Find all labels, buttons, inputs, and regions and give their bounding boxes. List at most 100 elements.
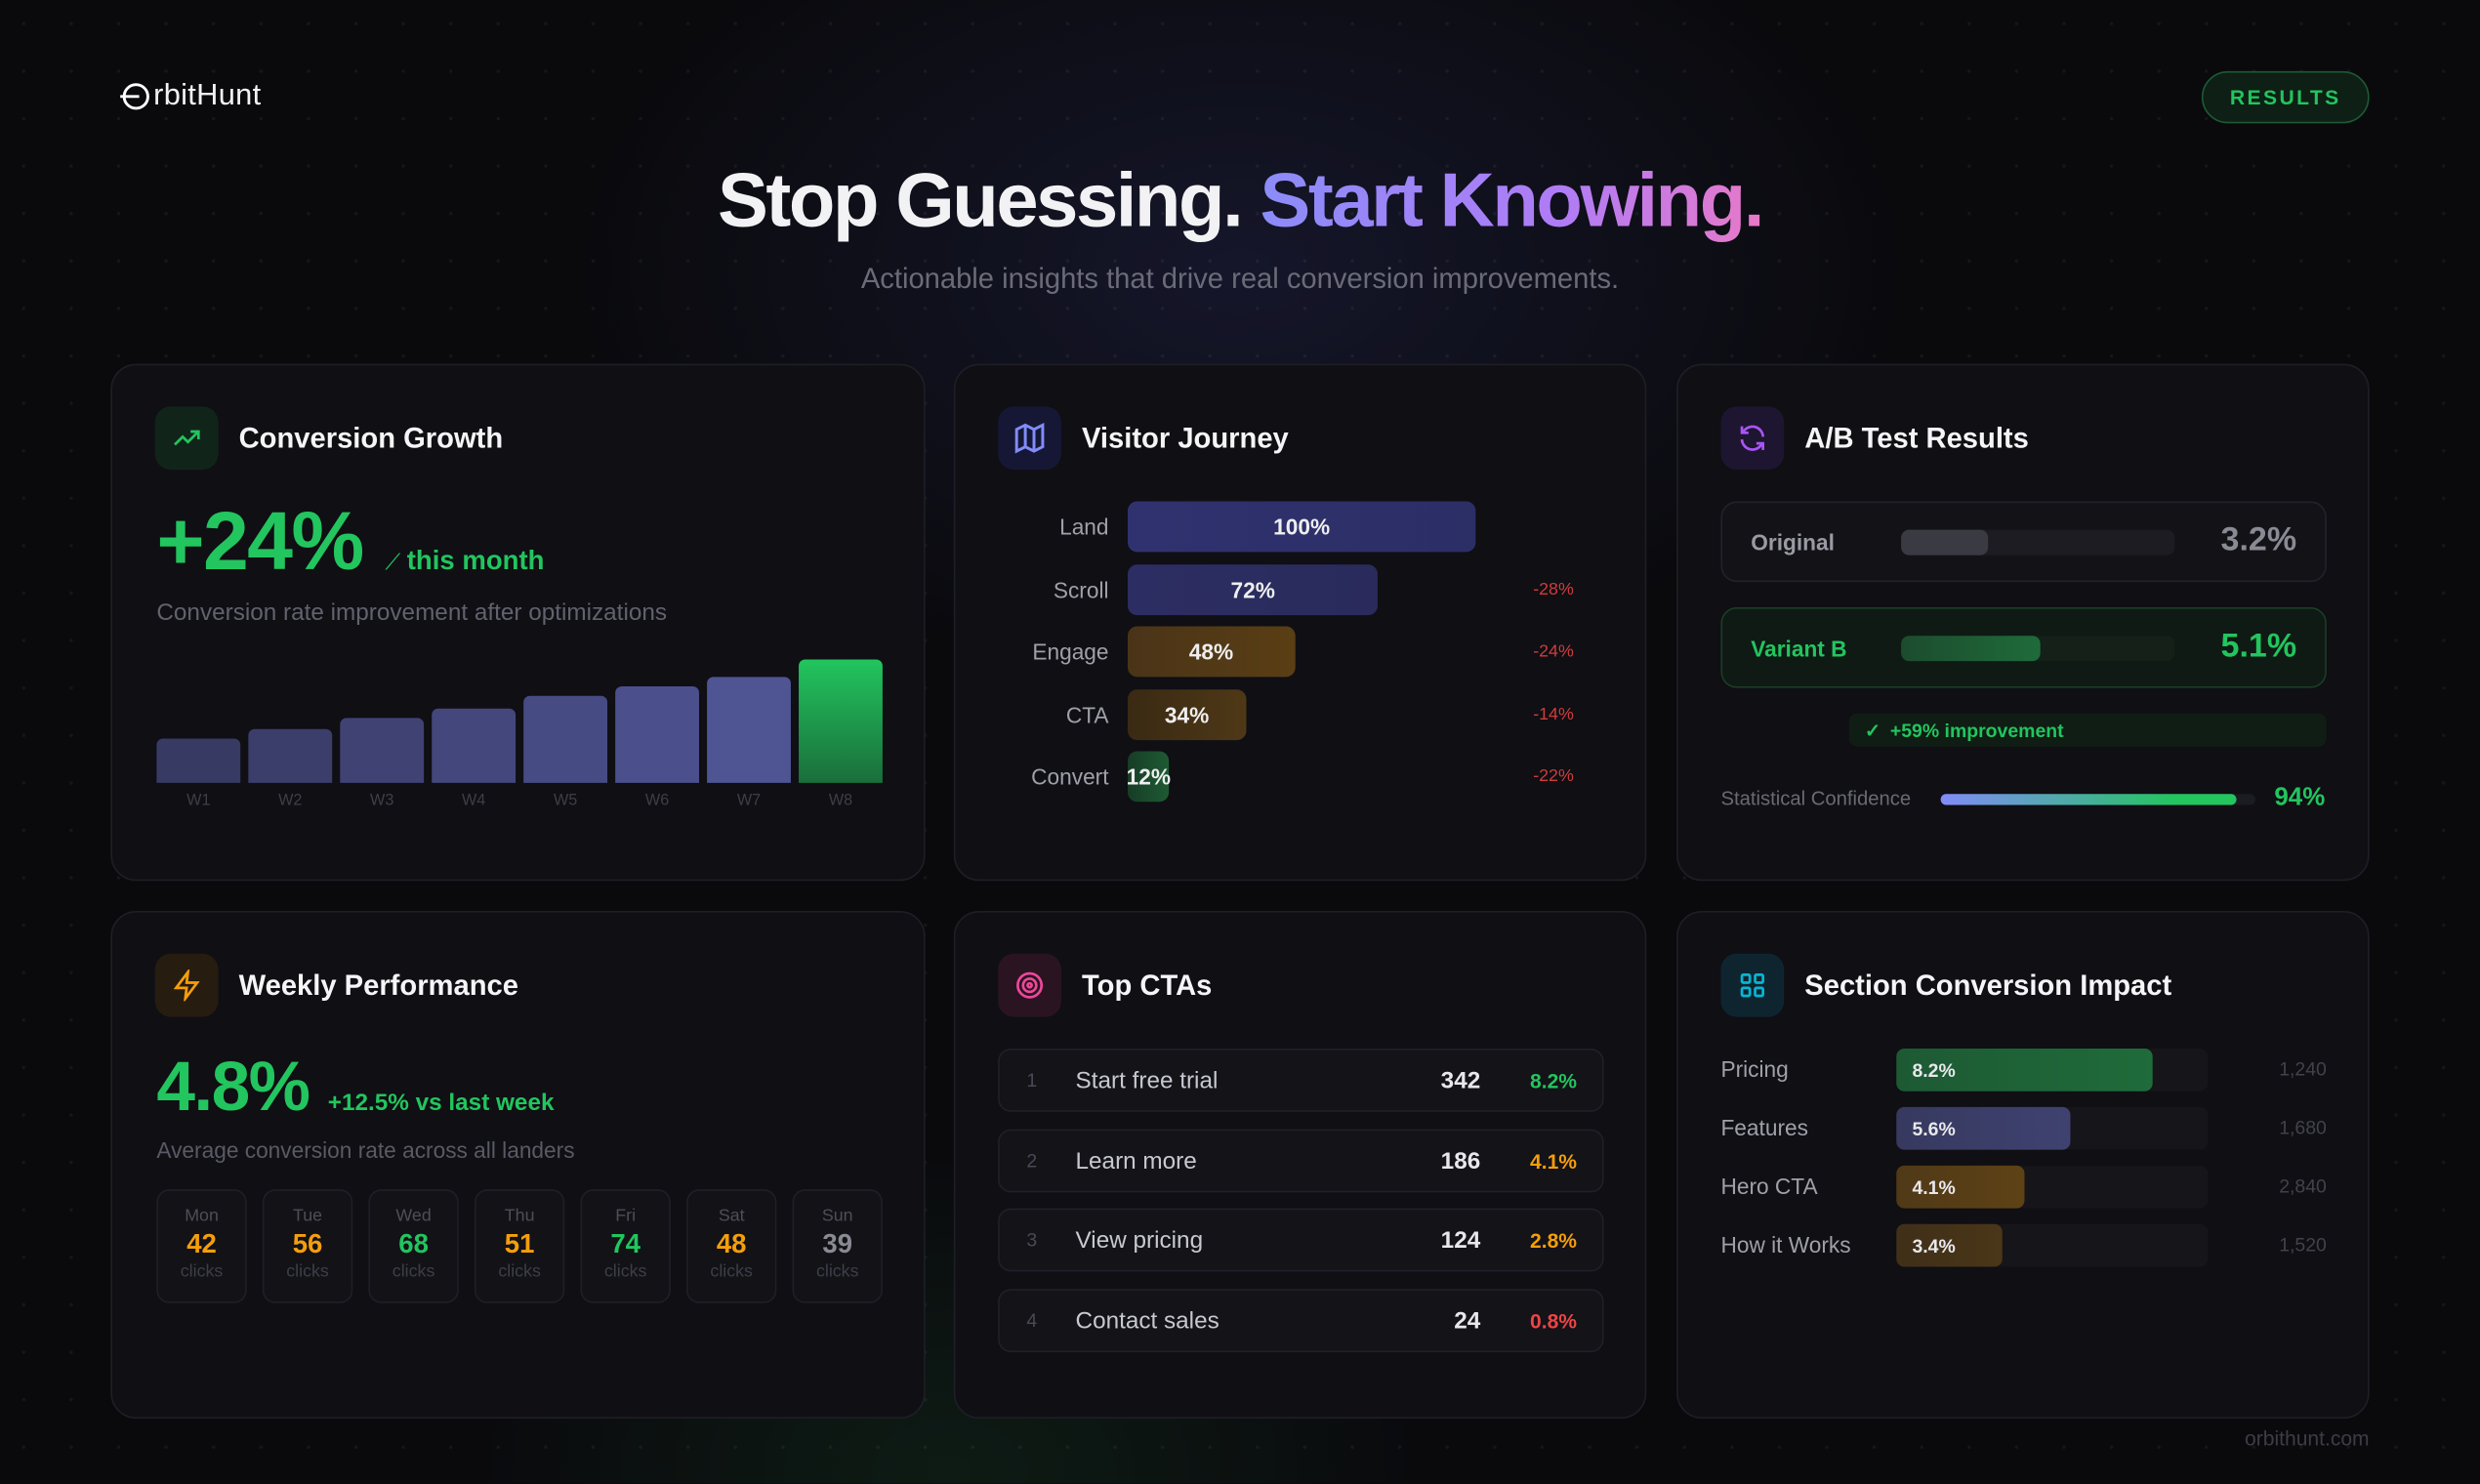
title-part-b: Start Knowing.	[1260, 159, 1764, 244]
section-bar-fill: 5.6%	[1896, 1106, 2071, 1150]
step-bar: 34%	[1127, 688, 1247, 740]
day-unit: clicks	[286, 1261, 329, 1282]
step-bar: 12%	[1126, 751, 1172, 803]
step-value: 48%	[1188, 639, 1234, 665]
bar-W2	[248, 728, 333, 783]
day-sat: Sat 48 clicks	[686, 1189, 777, 1303]
cta-rank: 1	[1026, 1069, 1038, 1092]
day-label: Fri	[615, 1206, 637, 1226]
card-title: Conversion Growth	[238, 421, 504, 454]
original-value: 3.2%	[2220, 521, 2297, 558]
day-label: Sat	[718, 1206, 745, 1226]
cta-row[interactable]: 3 View pricing 124 2.8%	[998, 1209, 1604, 1273]
conversion-growth-card: Conversion Growth +24% ⟋ this month Conv…	[110, 363, 926, 882]
cta-rate: 2.8%	[1530, 1229, 1578, 1254]
step-value: 72%	[1230, 576, 1275, 602]
day-unit: clicks	[392, 1261, 435, 1282]
original-bar	[1901, 529, 2175, 556]
section-bar-fill: 3.4%	[1896, 1223, 2003, 1267]
section-count: 1,520	[2279, 1233, 2327, 1257]
step-label: CTA	[1065, 701, 1109, 727]
section-value: 5.6%	[1912, 1117, 1956, 1140]
cta-row[interactable]: 1 Start free trial 342 8.2%	[998, 1048, 1604, 1112]
section-value: 3.4%	[1912, 1234, 1956, 1257]
cta-rate: 4.1%	[1530, 1149, 1578, 1174]
growth-bar-chart	[156, 650, 883, 783]
weekly-value: 4.8%	[156, 1048, 310, 1127]
step-label: Land	[1059, 514, 1109, 540]
cta-rate: 8.2%	[1530, 1069, 1578, 1093]
day-label: Sun	[821, 1206, 853, 1226]
section-label: Hero CTA	[1720, 1173, 1818, 1199]
section-bar-fill: 8.2%	[1896, 1048, 2152, 1092]
cta-row[interactable]: 2 Learn more 186 4.1%	[998, 1129, 1604, 1192]
bar-W1	[156, 738, 241, 783]
x-tick-label: W8	[828, 792, 853, 810]
day-label: Tue	[293, 1206, 323, 1226]
x-tick-label: W5	[553, 792, 578, 810]
day-clicks: 51	[504, 1228, 535, 1259]
day-label: Thu	[504, 1206, 535, 1226]
day-clicks: 39	[822, 1228, 853, 1259]
step-value: 34%	[1164, 701, 1210, 727]
step-value: 12%	[1126, 763, 1172, 790]
page-title: Stop Guessing. Start Knowing.	[0, 158, 2480, 245]
journey-step: Land 100%	[955, 501, 1648, 553]
section-value: 8.2%	[1912, 1058, 1956, 1082]
improvement-text: +59% improvement	[1889, 719, 2064, 741]
cta-label: View pricing	[1075, 1227, 1204, 1256]
section-label: Features	[1720, 1115, 1808, 1140]
day-thu: Thu 51 clicks	[474, 1189, 565, 1303]
visitor-journey-card: Visitor Journey Land 100% Scroll 72% -28% Eng…	[953, 363, 1648, 882]
card-title: A/B Test Results	[1804, 421, 2029, 454]
day-label: Wed	[395, 1206, 432, 1226]
step-label: Scroll	[1053, 576, 1109, 602]
section-label: How it Works	[1720, 1231, 1851, 1257]
step-value: 100%	[1273, 514, 1331, 540]
original-label: Original	[1751, 529, 1835, 556]
step-bar: 48%	[1127, 626, 1296, 678]
refresh-icon	[1720, 406, 1785, 471]
step-drop: -24%	[1533, 641, 1574, 662]
growth-trend: this month	[406, 545, 545, 576]
card-title: Visitor Journey	[1082, 421, 1289, 454]
section-bar-track: 8.2%	[1896, 1048, 2209, 1092]
step-label: Engage	[1032, 639, 1109, 665]
growth-value: +24%	[156, 496, 364, 589]
bar-W7	[707, 677, 791, 783]
cta-count: 186	[1440, 1147, 1481, 1175]
section-count: 2,840	[2279, 1175, 2327, 1198]
card-title: Section Conversion Impact	[1804, 969, 2172, 1001]
results-badge[interactable]: RESULTS	[2201, 70, 2370, 124]
day-wed: Wed 68 clicks	[368, 1189, 459, 1303]
weekly-change: +12.5% vs last week	[327, 1090, 555, 1117]
map-icon	[998, 406, 1061, 471]
day-clicks: 74	[610, 1228, 641, 1259]
section-row: Pricing 8.2% 1,240	[1720, 1048, 2327, 1092]
cta-rank: 3	[1026, 1229, 1038, 1252]
cta-row[interactable]: 4 Contact sales 24 0.8%	[998, 1289, 1604, 1353]
bar-W8	[799, 659, 883, 783]
original-row: Original 3.2%	[1720, 501, 2327, 583]
section-bar-track: 5.6%	[1896, 1106, 2209, 1150]
cta-count: 342	[1440, 1067, 1481, 1094]
cta-label: Start free trial	[1075, 1067, 1219, 1094]
section-bar-track: 3.4%	[1896, 1223, 2209, 1267]
step-bar: 100%	[1127, 501, 1476, 553]
day-mon: Mon 42 clicks	[156, 1189, 247, 1303]
step-label: Convert	[1031, 763, 1109, 790]
day-unit: clicks	[603, 1261, 647, 1282]
x-tick-label: W7	[736, 792, 762, 810]
footer-url[interactable]: orbithunt.com	[2245, 1426, 2370, 1451]
confidence-bar	[1940, 794, 2255, 805]
lightning-icon	[154, 953, 219, 1017]
day-sun: Sun 39 clicks	[792, 1189, 883, 1303]
brand-logo[interactable]: rbitHunt	[120, 79, 261, 114]
day-unit: clicks	[815, 1261, 859, 1282]
trend-icon: ⟋	[385, 549, 401, 575]
check-icon: ✓	[1864, 719, 1881, 741]
confidence-label: Statistical Confidence	[1720, 787, 1912, 810]
orbit-logo-icon	[120, 83, 149, 110]
brand-name: rbitHunt	[153, 78, 262, 113]
x-tick-label: W4	[462, 792, 486, 810]
